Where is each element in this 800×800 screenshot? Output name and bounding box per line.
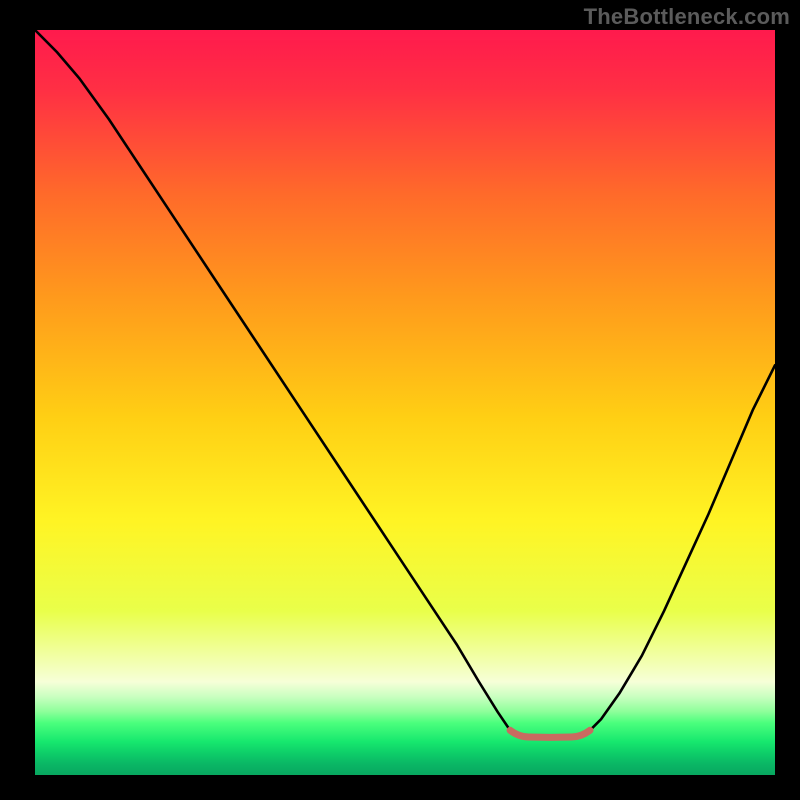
chart-frame: TheBottleneck.com bbox=[0, 0, 800, 800]
bottleneck-curve bbox=[35, 30, 775, 775]
watermark-text: TheBottleneck.com bbox=[584, 4, 790, 30]
plot-area bbox=[35, 30, 775, 775]
